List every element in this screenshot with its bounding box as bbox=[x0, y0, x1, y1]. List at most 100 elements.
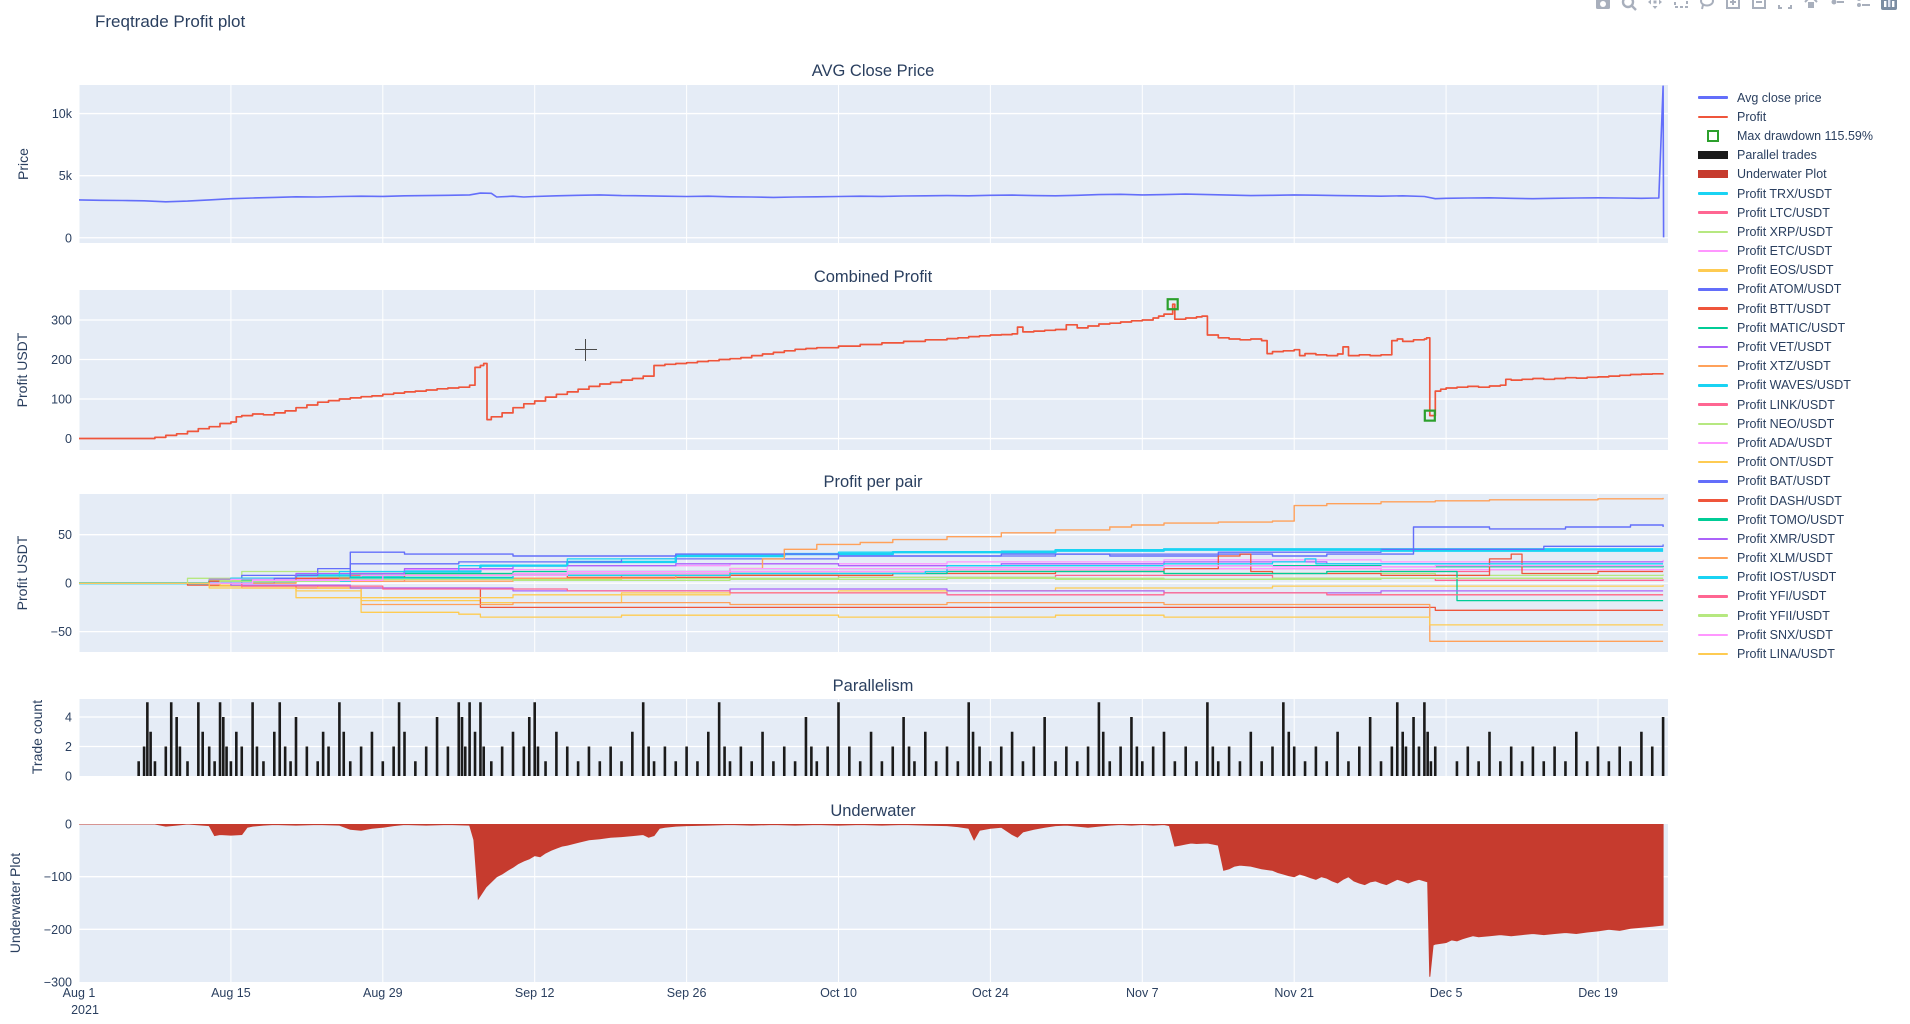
legend-label: Profit bbox=[1737, 109, 1767, 124]
legend-line-swatch bbox=[1698, 307, 1728, 310]
legend-item-profit-ada-usdt[interactable]: Profit ADA/USDT bbox=[1697, 433, 1873, 452]
series-profit-atom-usdt bbox=[79, 544, 1664, 584]
x-tick-label: Oct 10 bbox=[820, 986, 857, 1000]
legend-line-swatch bbox=[1698, 556, 1728, 560]
series-profit-yfi-usdt bbox=[79, 582, 1664, 596]
x-tick-label: Aug 15 bbox=[211, 986, 251, 1000]
legend-item-profit-xmr-usdt[interactable]: Profit XMR/USDT bbox=[1697, 529, 1873, 548]
lasso-select-icon[interactable] bbox=[1698, 0, 1716, 12]
zoom-in-icon[interactable] bbox=[1724, 0, 1742, 12]
legend-item-parallel-trades[interactable]: Parallel trades bbox=[1697, 146, 1873, 165]
legend-line-swatch bbox=[1698, 249, 1728, 253]
legend-item-profit-btt-usdt[interactable]: Profit BTT/USDT bbox=[1697, 299, 1873, 318]
legend-item-profit-xlm-usdt[interactable]: Profit XLM/USDT bbox=[1697, 549, 1873, 568]
zoom-out-icon[interactable] bbox=[1750, 0, 1768, 12]
legend-item-profit-matic-usdt[interactable]: Profit MATIC/USDT bbox=[1697, 318, 1873, 337]
legend-item-profit-neo-usdt[interactable]: Profit NEO/USDT bbox=[1697, 414, 1873, 433]
legend-label: Max drawdown 115.59% bbox=[1737, 128, 1873, 143]
legend-item-profit-trx-usdt[interactable]: Profit TRX/USDT bbox=[1697, 184, 1873, 203]
legend-item-avg-close-price[interactable]: Avg close price bbox=[1697, 88, 1873, 107]
legend-line-swatch bbox=[1698, 537, 1728, 541]
legend-line-swatch bbox=[1698, 614, 1728, 617]
svg-text:2: 2 bbox=[65, 740, 72, 754]
legend-item-profit-ont-usdt[interactable]: Profit ONT/USDT bbox=[1697, 453, 1873, 472]
legend-line-swatch bbox=[1698, 269, 1728, 272]
plotly-logo-icon[interactable] bbox=[1880, 0, 1898, 12]
legend-item-profit-dash-usdt[interactable]: Profit DASH/USDT bbox=[1697, 491, 1873, 510]
legend-item-profit-tomo-usdt[interactable]: Profit TOMO/USDT bbox=[1697, 510, 1873, 529]
legend-label: Profit LTC/USDT bbox=[1737, 205, 1830, 220]
svg-text:0: 0 bbox=[65, 770, 72, 784]
legend-label: Profit BAT/USDT bbox=[1737, 474, 1831, 489]
y-axis-label-trade-count: Trade count bbox=[29, 699, 45, 775]
cursor-crosshair bbox=[575, 339, 597, 361]
series-profit bbox=[79, 303, 1664, 440]
legend-label: Profit MATIC/USDT bbox=[1737, 320, 1846, 335]
legend-line-swatch bbox=[1698, 345, 1728, 349]
box-select-icon[interactable] bbox=[1672, 0, 1690, 12]
legend-item-profit-ltc-usdt[interactable]: Profit LTC/USDT bbox=[1697, 203, 1873, 222]
legend-item-profit-xtz-usdt[interactable]: Profit XTZ/USDT bbox=[1697, 357, 1873, 376]
legend-thick-line-swatch bbox=[1698, 170, 1728, 179]
subplot-profit-per-pair: −50 0 50 bbox=[51, 494, 1668, 652]
svg-text:0: 0 bbox=[65, 577, 72, 591]
figure-title: Freqtrade Profit plot bbox=[95, 12, 246, 31]
legend-label: Profit TRX/USDT bbox=[1737, 186, 1832, 201]
legend-label: Profit SNX/USDT bbox=[1737, 627, 1833, 642]
legend-item-underwater-plot[interactable]: Underwater Plot bbox=[1697, 165, 1873, 184]
legend-line-swatch bbox=[1698, 403, 1728, 406]
legend-item-profit-xrp-usdt[interactable]: Profit XRP/USDT bbox=[1697, 222, 1873, 241]
legend-line-swatch bbox=[1698, 384, 1728, 387]
legend-item-profit-link-usdt[interactable]: Profit LINK/USDT bbox=[1697, 395, 1873, 414]
reset-axes-icon[interactable] bbox=[1802, 0, 1820, 12]
legend-line-swatch bbox=[1698, 422, 1728, 426]
legend-item-profit-snx-usdt[interactable]: Profit SNX/USDT bbox=[1697, 625, 1873, 644]
x-tick-label: Aug 1 bbox=[63, 986, 96, 1000]
hover-compare-icon[interactable] bbox=[1854, 0, 1872, 12]
legend-item-profit-atom-usdt[interactable]: Profit ATOM/USDT bbox=[1697, 280, 1873, 299]
svg-text:0: 0 bbox=[65, 818, 72, 832]
legend-label: Profit TOMO/USDT bbox=[1737, 512, 1845, 527]
x-tick-label: Aug 29 bbox=[363, 986, 403, 1000]
subplot-title-underwater: Underwater bbox=[830, 802, 916, 820]
subplot-title-combined-profit: Combined Profit bbox=[813, 268, 933, 286]
legend-item-max-drawdown-115-59-[interactable]: Max drawdown 115.59% bbox=[1697, 126, 1873, 145]
series-avg-close-price bbox=[79, 85, 1665, 238]
legend-line-swatch bbox=[1698, 192, 1728, 195]
legend-item-profit-iost-usdt[interactable]: Profit IOST/USDT bbox=[1697, 568, 1873, 587]
subplot-avg-close-price: 0 5k 10k bbox=[52, 85, 1668, 245]
legend-item-profit-yfi-usdt[interactable]: Profit YFI/USDT bbox=[1697, 587, 1873, 606]
legend-item-profit-eos-usdt[interactable]: Profit EOS/USDT bbox=[1697, 261, 1873, 280]
hover-closest-icon[interactable] bbox=[1828, 0, 1846, 12]
legend-item-profit[interactable]: Profit bbox=[1697, 107, 1873, 126]
legend-item-profit-etc-usdt[interactable]: Profit ETC/USDT bbox=[1697, 242, 1873, 261]
x-tick-label: Nov 7 bbox=[1126, 986, 1159, 1000]
legend-item-profit-waves-usdt[interactable]: Profit WAVES/USDT bbox=[1697, 376, 1873, 395]
legend-item-profit-bat-usdt[interactable]: Profit BAT/USDT bbox=[1697, 472, 1873, 491]
pan-icon[interactable] bbox=[1646, 0, 1664, 12]
x-tick-label: Sep 12 bbox=[515, 986, 555, 1000]
legend-label: Profit VET/USDT bbox=[1737, 340, 1832, 355]
x-tick-year: 2021 bbox=[71, 1003, 99, 1017]
subplot-combined-profit: 0 100 200 300 bbox=[51, 290, 1668, 450]
legend-label: Profit XRP/USDT bbox=[1737, 224, 1833, 239]
legend-label: Profit YFI/USDT bbox=[1737, 589, 1827, 604]
legend-label: Profit XMR/USDT bbox=[1737, 531, 1835, 546]
legend-line-swatch bbox=[1698, 499, 1728, 502]
series-profit-yfii-usdt bbox=[79, 577, 1664, 584]
legend-line-swatch bbox=[1698, 576, 1728, 579]
subplot-underwater: 0 −100 −200 −300 bbox=[44, 818, 1668, 990]
legend-label: Profit XLM/USDT bbox=[1737, 551, 1833, 566]
legend-item-profit-yfii-usdt[interactable]: Profit YFII/USDT bbox=[1697, 606, 1873, 625]
series-profit-bat-usdt bbox=[79, 524, 1664, 584]
zoom-icon[interactable] bbox=[1620, 0, 1638, 12]
legend-label: Avg close price bbox=[1737, 90, 1822, 105]
legend-item-profit-vet-usdt[interactable]: Profit VET/USDT bbox=[1697, 337, 1873, 356]
legend-label: Profit ATOM/USDT bbox=[1737, 282, 1842, 297]
legend-item-profit-lina-usdt[interactable]: Profit LINA/USDT bbox=[1697, 644, 1873, 663]
svg-text:−200: −200 bbox=[44, 923, 72, 937]
subplot-title-parallelism: Parallelism bbox=[832, 677, 914, 695]
x-tick-label: Nov 21 bbox=[1274, 986, 1314, 1000]
camera-icon[interactable] bbox=[1594, 0, 1612, 12]
